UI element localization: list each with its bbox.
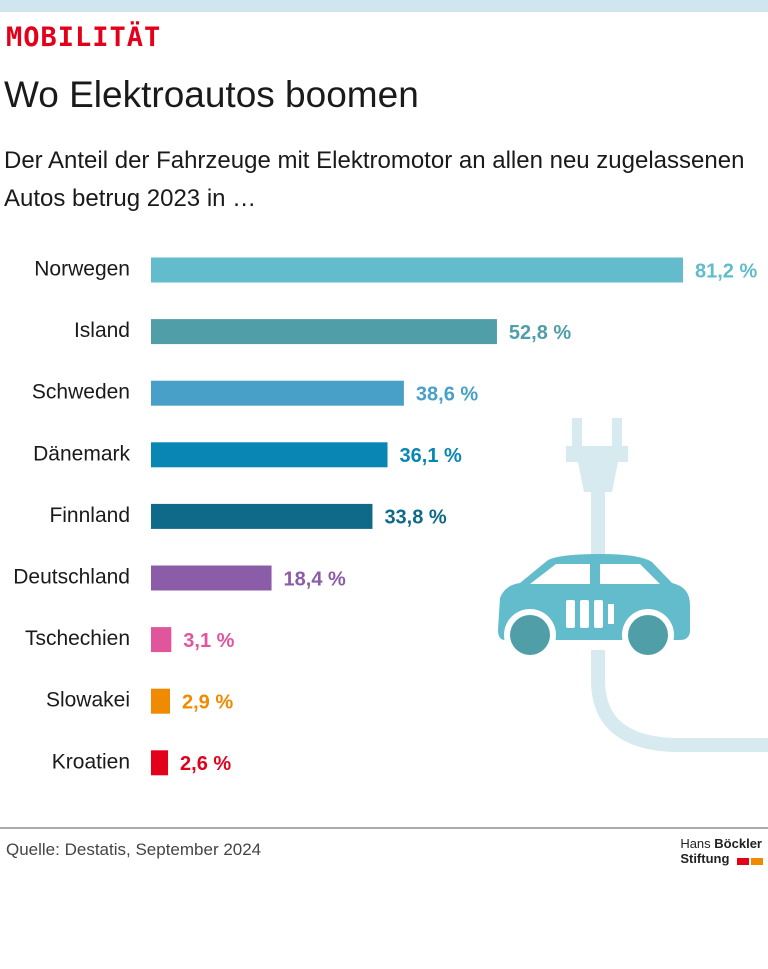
category-label: Kroatien (52, 750, 130, 773)
category-label: Island (74, 319, 130, 342)
top-strip (0, 0, 768, 12)
bar (151, 565, 272, 591)
category-label: Tschechien (25, 627, 130, 650)
bar (151, 442, 388, 468)
logo: Hans Böckler Stiftung (680, 836, 762, 866)
bar (151, 750, 169, 776)
kicker: MOBILITÄT (6, 22, 162, 53)
category-label: Dänemark (33, 442, 130, 465)
category-label: Slowakei (46, 689, 130, 712)
chart-title: Wo Elektroautos boomen (4, 74, 419, 115)
value-label: 38,6 % (416, 383, 478, 405)
bar (151, 627, 172, 653)
category-label: Deutschland (13, 566, 130, 589)
bar (151, 380, 404, 406)
value-label: 3,1 % (183, 630, 234, 652)
illustration (498, 418, 768, 752)
category-label: Schweden (32, 381, 130, 404)
value-label: 2,9 % (182, 691, 233, 713)
category-label: Finnland (49, 504, 130, 527)
value-label: 2,6 % (180, 753, 231, 775)
logo-text: Hans (680, 836, 711, 851)
category-label: Norwegen (34, 258, 130, 281)
source: Quelle: Destatis, September 2024 (6, 840, 262, 859)
bar (151, 319, 497, 345)
value-label: 36,1 % (400, 445, 462, 467)
value-label: 33,8 % (384, 507, 446, 529)
value-label: 81,2 % (695, 260, 757, 282)
bar (151, 503, 373, 529)
logo-text: Stiftung (680, 851, 730, 866)
value-label: 52,8 % (509, 322, 571, 344)
logo-mark (751, 858, 763, 865)
bar (151, 688, 170, 714)
chart-subtitle: Der Anteil der Fahrzeuge mit Elektromoto… (4, 147, 745, 212)
logo-mark (737, 858, 749, 865)
logo-text: Böckler (714, 836, 762, 851)
bar (151, 257, 683, 283)
value-label: 18,4 % (284, 568, 346, 590)
